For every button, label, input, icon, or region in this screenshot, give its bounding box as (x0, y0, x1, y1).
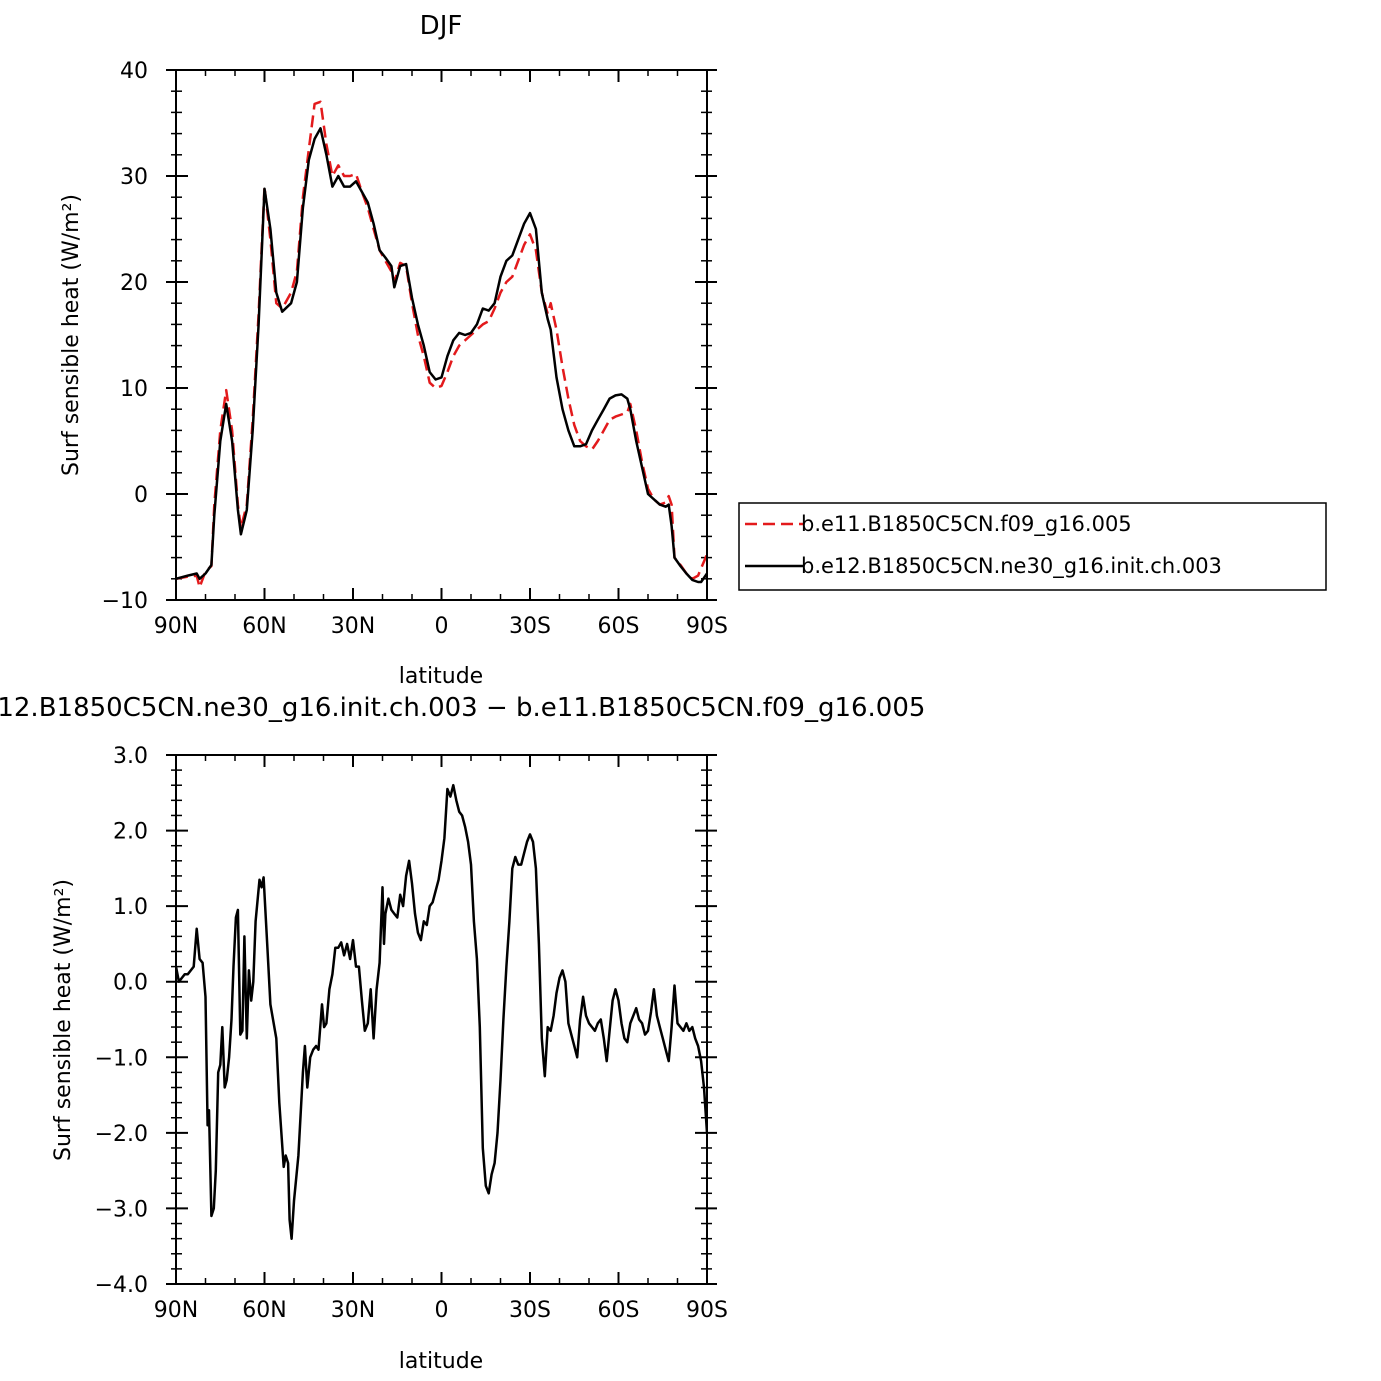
top-panel-title: DJF (420, 11, 463, 41)
top-panel-series (176, 100, 707, 589)
bottom-series-line-0 (176, 783, 707, 1240)
bottom-x-tick-label: 90N (154, 1298, 198, 1323)
top-x-axis-label: latitude (399, 664, 483, 689)
bottom-y-tick-label: 3.0 (113, 744, 148, 769)
bottom-y-tick-label: 2.0 (113, 820, 148, 845)
bottom-y-tick-label: 1.0 (113, 895, 148, 920)
top-y-tick-label: 0 (134, 483, 148, 508)
top-x-tick-label: 30N (331, 614, 375, 639)
top-x-tick-label: 60N (242, 614, 286, 639)
legend: b.e11.B1850C5CN.f09_g16.005 b.e12.B1850C… (738, 502, 1327, 591)
top-x-tick-label: 0 (435, 614, 449, 639)
top-series-line-0 (176, 100, 707, 589)
bottom-panel: b.e12.B1850C5CN.ne30_g16.init.ch.003 − b… (0, 693, 925, 1374)
top-y-tick-label: −10 (102, 589, 148, 614)
bottom-y-tick-label: −2.0 (95, 1122, 148, 1147)
top-plot-frame (175, 69, 708, 601)
top-x-tick-label: 30S (509, 614, 551, 639)
bottom-x-tick-label: 90S (686, 1298, 728, 1323)
top-y-tick-label: 40 (120, 59, 148, 84)
legend-entry-1: b.e12.B1850C5CN.ne30_g16.init.ch.003 (801, 554, 1222, 579)
top-y-tick-label: 30 (120, 165, 148, 190)
top-panel-ticks: 90N 60N 30N 0 30S 60S 90S −10 0 10 20 30 40 (102, 59, 728, 639)
top-x-tick-label: 90S (686, 614, 728, 639)
top-panel: DJF 90N 60N 30N 0 30S 60S 90S −10 0 10 20 30 40 lati… (59, 11, 1327, 689)
bottom-y-tick-label: 0.0 (113, 971, 148, 996)
top-series-line-1 (176, 127, 707, 584)
bottom-x-axis-label: latitude (399, 1349, 483, 1374)
bottom-x-tick-label: 0 (435, 1298, 449, 1323)
bottom-x-tick-label: 30N (331, 1298, 375, 1323)
bottom-y-tick-label: −1.0 (95, 1046, 148, 1071)
bottom-y-axis-label: Surf sensible heat (W/m²) (51, 879, 76, 1161)
legend-entry-0: b.e11.B1850C5CN.f09_g16.005 (801, 512, 1132, 537)
bottom-panel-series (176, 783, 707, 1240)
top-y-axis-label: Surf sensible heat (W/m²) (59, 194, 84, 476)
top-y-tick-label: 10 (120, 377, 148, 402)
top-x-tick-label: 60S (598, 614, 640, 639)
bottom-plot-frame (175, 754, 708, 1285)
bottom-panel-title: b.e12.B1850C5CN.ne30_g16.init.ch.003 − b… (0, 693, 925, 723)
top-y-tick-label: 20 (120, 271, 148, 296)
bottom-x-tick-label: 60N (242, 1298, 286, 1323)
bottom-y-tick-label: −3.0 (95, 1197, 148, 1222)
top-x-tick-label: 90N (154, 614, 198, 639)
bottom-x-tick-label: 30S (509, 1298, 551, 1323)
bottom-panel-ticks: 90N 60N 30N 0 30S 60S 90S −4.0 −3.0 −2.0 −1.0 0.0 1.… (95, 744, 728, 1323)
legend-box (738, 502, 1327, 591)
bottom-x-tick-label: 60S (598, 1298, 640, 1323)
bottom-y-tick-label: −4.0 (95, 1273, 148, 1298)
